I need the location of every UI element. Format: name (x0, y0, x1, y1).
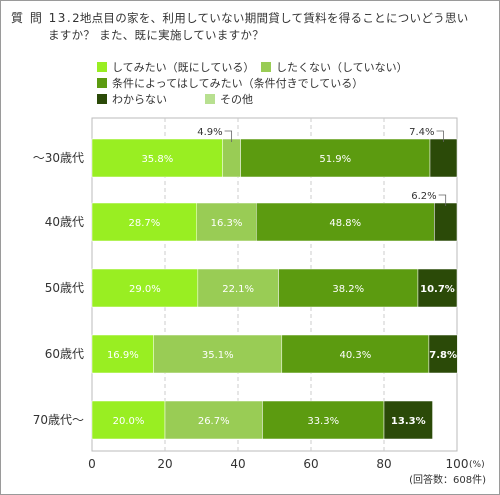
x-tick-label: 100 (446, 457, 469, 471)
x-unit-label: (%) (469, 460, 485, 470)
legend-swatch (97, 78, 107, 88)
category-label: 50歳代 (45, 281, 84, 295)
category-label: 70歳代～ (33, 413, 84, 427)
data-label: 16.9% (107, 350, 139, 361)
question-line-2: ますか？ また、既に実施していますか？ (48, 28, 265, 42)
legend-swatch (97, 62, 107, 72)
category-label: ～30歳代 (33, 151, 84, 165)
legend-swatch (97, 94, 107, 104)
bar-segment (256, 202, 435, 242)
x-tick-label: 40 (230, 457, 245, 471)
bar-segment (222, 138, 241, 178)
data-label: 48.8% (329, 218, 361, 229)
bar-segment (281, 334, 430, 374)
x-tick-label: 0 (88, 457, 96, 471)
data-label: 35.8% (141, 154, 173, 165)
question-number: 質 問 13. (11, 11, 73, 25)
bar-segment (428, 334, 458, 374)
legend-swatch (205, 94, 215, 104)
bar-segment (197, 268, 279, 308)
callout-line (438, 194, 447, 206)
data-label: 33.3% (307, 416, 339, 427)
bar-segment (91, 138, 223, 178)
bar-segment (417, 268, 458, 308)
data-label: 13.3% (391, 416, 426, 427)
data-label: 40.3% (339, 350, 371, 361)
legend-label: わからない (112, 93, 167, 106)
bar-segment (91, 268, 199, 308)
question-text: 質 問 13.2地点目の家を、利用していない期間貸して賃料を得ることについどう思… (11, 10, 496, 44)
bar-segment (278, 268, 419, 308)
bar-segment (434, 202, 458, 242)
data-label: 20.0% (113, 416, 145, 427)
data-label: 10.7% (420, 284, 455, 295)
legend-label: 条件によってはしてみたい（条件付きでしている） (112, 77, 364, 90)
data-label: 38.2% (332, 284, 364, 295)
callout-line (224, 130, 233, 142)
data-label: 28.7% (128, 218, 160, 229)
legend-swatch (261, 62, 271, 72)
x-tick-label: 60 (303, 457, 318, 471)
x-tick-label: 80 (376, 457, 391, 471)
bar-segment (164, 400, 263, 440)
bar-segment (196, 202, 257, 242)
data-label: 7.4% (409, 127, 434, 138)
bar-segment (262, 400, 385, 440)
legend-label: してみたい（既にしている） (112, 61, 255, 74)
data-label: 51.9% (319, 154, 351, 165)
data-label: 6.2% (411, 191, 436, 202)
category-label: 60歳代 (45, 347, 84, 361)
bar-segment (383, 400, 433, 440)
bar-segment (240, 138, 431, 178)
bar-segment (91, 334, 154, 374)
data-label: 26.7% (198, 416, 230, 427)
category-label: 40歳代 (45, 215, 84, 229)
data-label: 4.9% (197, 127, 222, 138)
data-label: 16.3% (211, 218, 243, 229)
question-line-1: 2地点目の家を、利用していない期間貸して賃料を得ることについどう思い (72, 11, 469, 25)
x-tick-label: 20 (157, 457, 172, 471)
bar-segment (429, 138, 458, 178)
data-label: 22.1% (222, 284, 254, 295)
data-label: 35.1% (202, 350, 234, 361)
bar-segment (91, 202, 198, 242)
legend-label: その他 (220, 93, 253, 106)
data-label: 29.0% (129, 284, 161, 295)
legend-label: したくない（していない） (276, 61, 408, 74)
data-label: 7.8% (429, 350, 457, 361)
callout-line (436, 130, 444, 142)
bar-segment (153, 334, 283, 374)
response-count-note: (回答数：608件) (409, 473, 486, 486)
